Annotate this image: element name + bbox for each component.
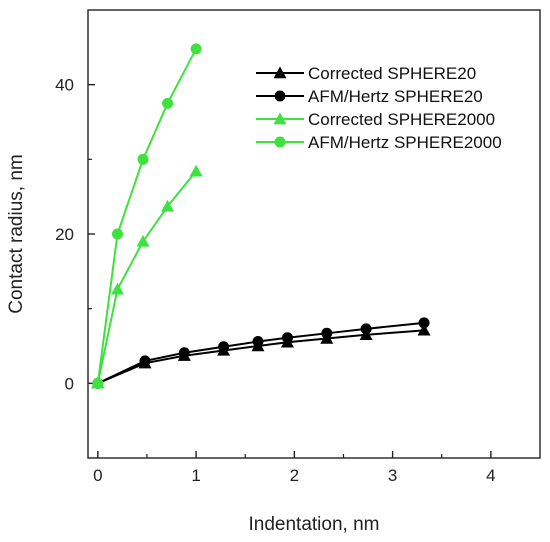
legend-label: AFM/Hertz SPHERE20 (308, 87, 483, 106)
legend-marker (274, 136, 286, 148)
y-axis-ticks: 0 20 40 (55, 76, 95, 393)
data-point (161, 199, 175, 212)
legend: Corrected SPHERE20 AFM/Hertz SPHERE20 Corr… (256, 64, 502, 152)
series-line (96, 48, 197, 384)
legend-marker (273, 66, 287, 79)
data-point (137, 153, 149, 165)
x-axis-ticks: 0 1 2 3 4 (93, 451, 496, 485)
data-point (190, 43, 202, 55)
legend-entry: Corrected SPHERE20 (256, 64, 476, 83)
data-point (139, 355, 151, 367)
series-2 (92, 317, 430, 389)
x-axis-label: Indentation, nm (249, 514, 380, 535)
y-tick-label: 40 (55, 76, 74, 95)
data-point (136, 234, 150, 247)
legend-label: Corrected SPHERE20 (308, 64, 476, 83)
data-point (162, 97, 174, 109)
y-axis-label: Contact radius, nm (6, 154, 27, 313)
x-tick-label: 3 (388, 466, 397, 485)
y-tick-label: 20 (55, 225, 74, 244)
legend-marker (273, 112, 287, 125)
data-point (252, 336, 264, 348)
series-4 (92, 43, 202, 389)
legend-label: AFM/Hertz SPHERE2000 (308, 133, 502, 152)
data-point (92, 377, 104, 389)
y-tick-label: 0 (65, 374, 74, 393)
series-line (97, 321, 425, 385)
data-point (111, 228, 123, 240)
data-point (360, 323, 372, 335)
series-1 (91, 323, 431, 389)
data-point (418, 317, 430, 329)
data-point (321, 327, 333, 339)
series-layer (91, 43, 431, 389)
legend-entry: Corrected SPHERE2000 (256, 110, 495, 129)
data-point (189, 164, 203, 177)
x-tick-label: 4 (486, 466, 495, 485)
data-point (218, 341, 230, 353)
x-tick-label: 2 (290, 466, 299, 485)
legend-label: Corrected SPHERE2000 (308, 110, 495, 129)
legend-entry: AFM/Hertz SPHERE20 (256, 87, 483, 106)
legend-marker (274, 90, 286, 102)
legend-entry: AFM/Hertz SPHERE2000 (256, 133, 502, 152)
data-point (178, 347, 190, 359)
x-tick-label: 1 (191, 466, 200, 485)
data-point (417, 323, 431, 336)
data-point (110, 282, 124, 295)
data-point (281, 332, 293, 344)
x-tick-label: 0 (93, 466, 102, 485)
